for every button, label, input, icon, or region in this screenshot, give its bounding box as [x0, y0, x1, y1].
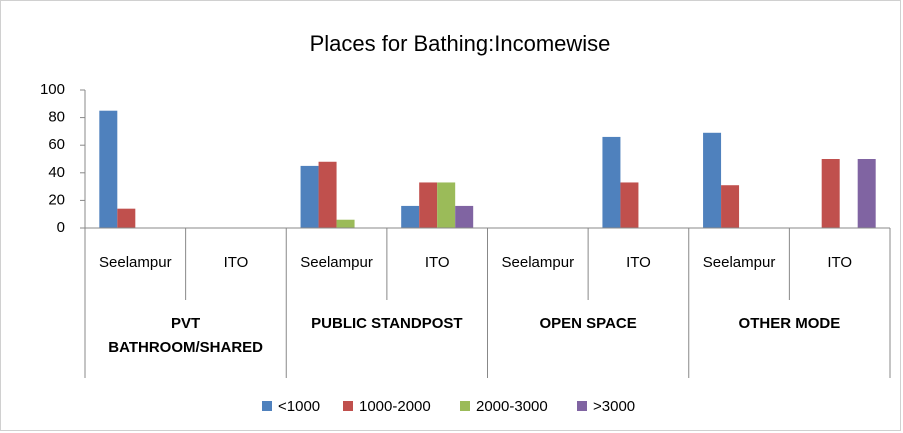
bar: [419, 182, 438, 228]
legend-swatch: [460, 401, 470, 411]
y-tick-label: 0: [57, 219, 65, 236]
y-tick-label: 60: [48, 136, 65, 153]
bar: [703, 132, 722, 228]
bar: [99, 110, 118, 228]
legend-swatch: [262, 401, 272, 411]
bar: [602, 136, 621, 228]
group-label-box: OPEN SPACE: [539, 315, 637, 332]
bar: [620, 182, 639, 228]
chart-title: Places for Bathing:Incomewise: [310, 31, 611, 56]
x-tick-label: Seelampur: [300, 254, 373, 271]
legend-swatch: [343, 401, 353, 411]
legend-label: >3000: [593, 398, 635, 415]
group-label-box: OTHER MODE: [738, 315, 841, 332]
bar: [857, 159, 876, 228]
x-tick-label: ITO: [827, 254, 852, 271]
bar: [821, 159, 840, 228]
x-tick-label: ITO: [224, 254, 249, 271]
x-tick-label: ITO: [425, 254, 450, 271]
bar: [117, 208, 136, 228]
group-label: OTHER MODE: [738, 315, 841, 332]
bar: [401, 205, 420, 228]
x-tick-label: Seelampur: [703, 254, 776, 271]
x-tick-label: Seelampur: [502, 254, 575, 271]
group-label-box: PUBLIC STANDPOST: [311, 315, 463, 332]
bar: [336, 219, 355, 228]
y-tick-label: 20: [48, 191, 65, 208]
legend-label: <1000: [278, 398, 320, 415]
legend-swatch: [577, 401, 587, 411]
y-tick-label: 100: [40, 81, 65, 98]
y-tick-label: 80: [48, 109, 65, 126]
x-tick-label: ITO: [626, 254, 651, 271]
bar: [455, 205, 474, 228]
legend-label: 1000-2000: [359, 398, 431, 415]
y-tick-label: 40: [48, 164, 65, 181]
group-label: OPEN SPACE: [539, 315, 637, 332]
group-label: PUBLIC STANDPOST: [311, 315, 463, 332]
group-label-box: PVT BATHROOM/SHARED: [108, 315, 263, 356]
bar: [437, 182, 456, 228]
bar: [721, 185, 740, 228]
bar: [318, 161, 337, 228]
group-label: PVT BATHROOM/SHARED: [108, 315, 263, 356]
x-tick-label: Seelampur: [99, 254, 172, 271]
legend-label: 2000-3000: [476, 398, 548, 415]
bar: [300, 165, 319, 228]
